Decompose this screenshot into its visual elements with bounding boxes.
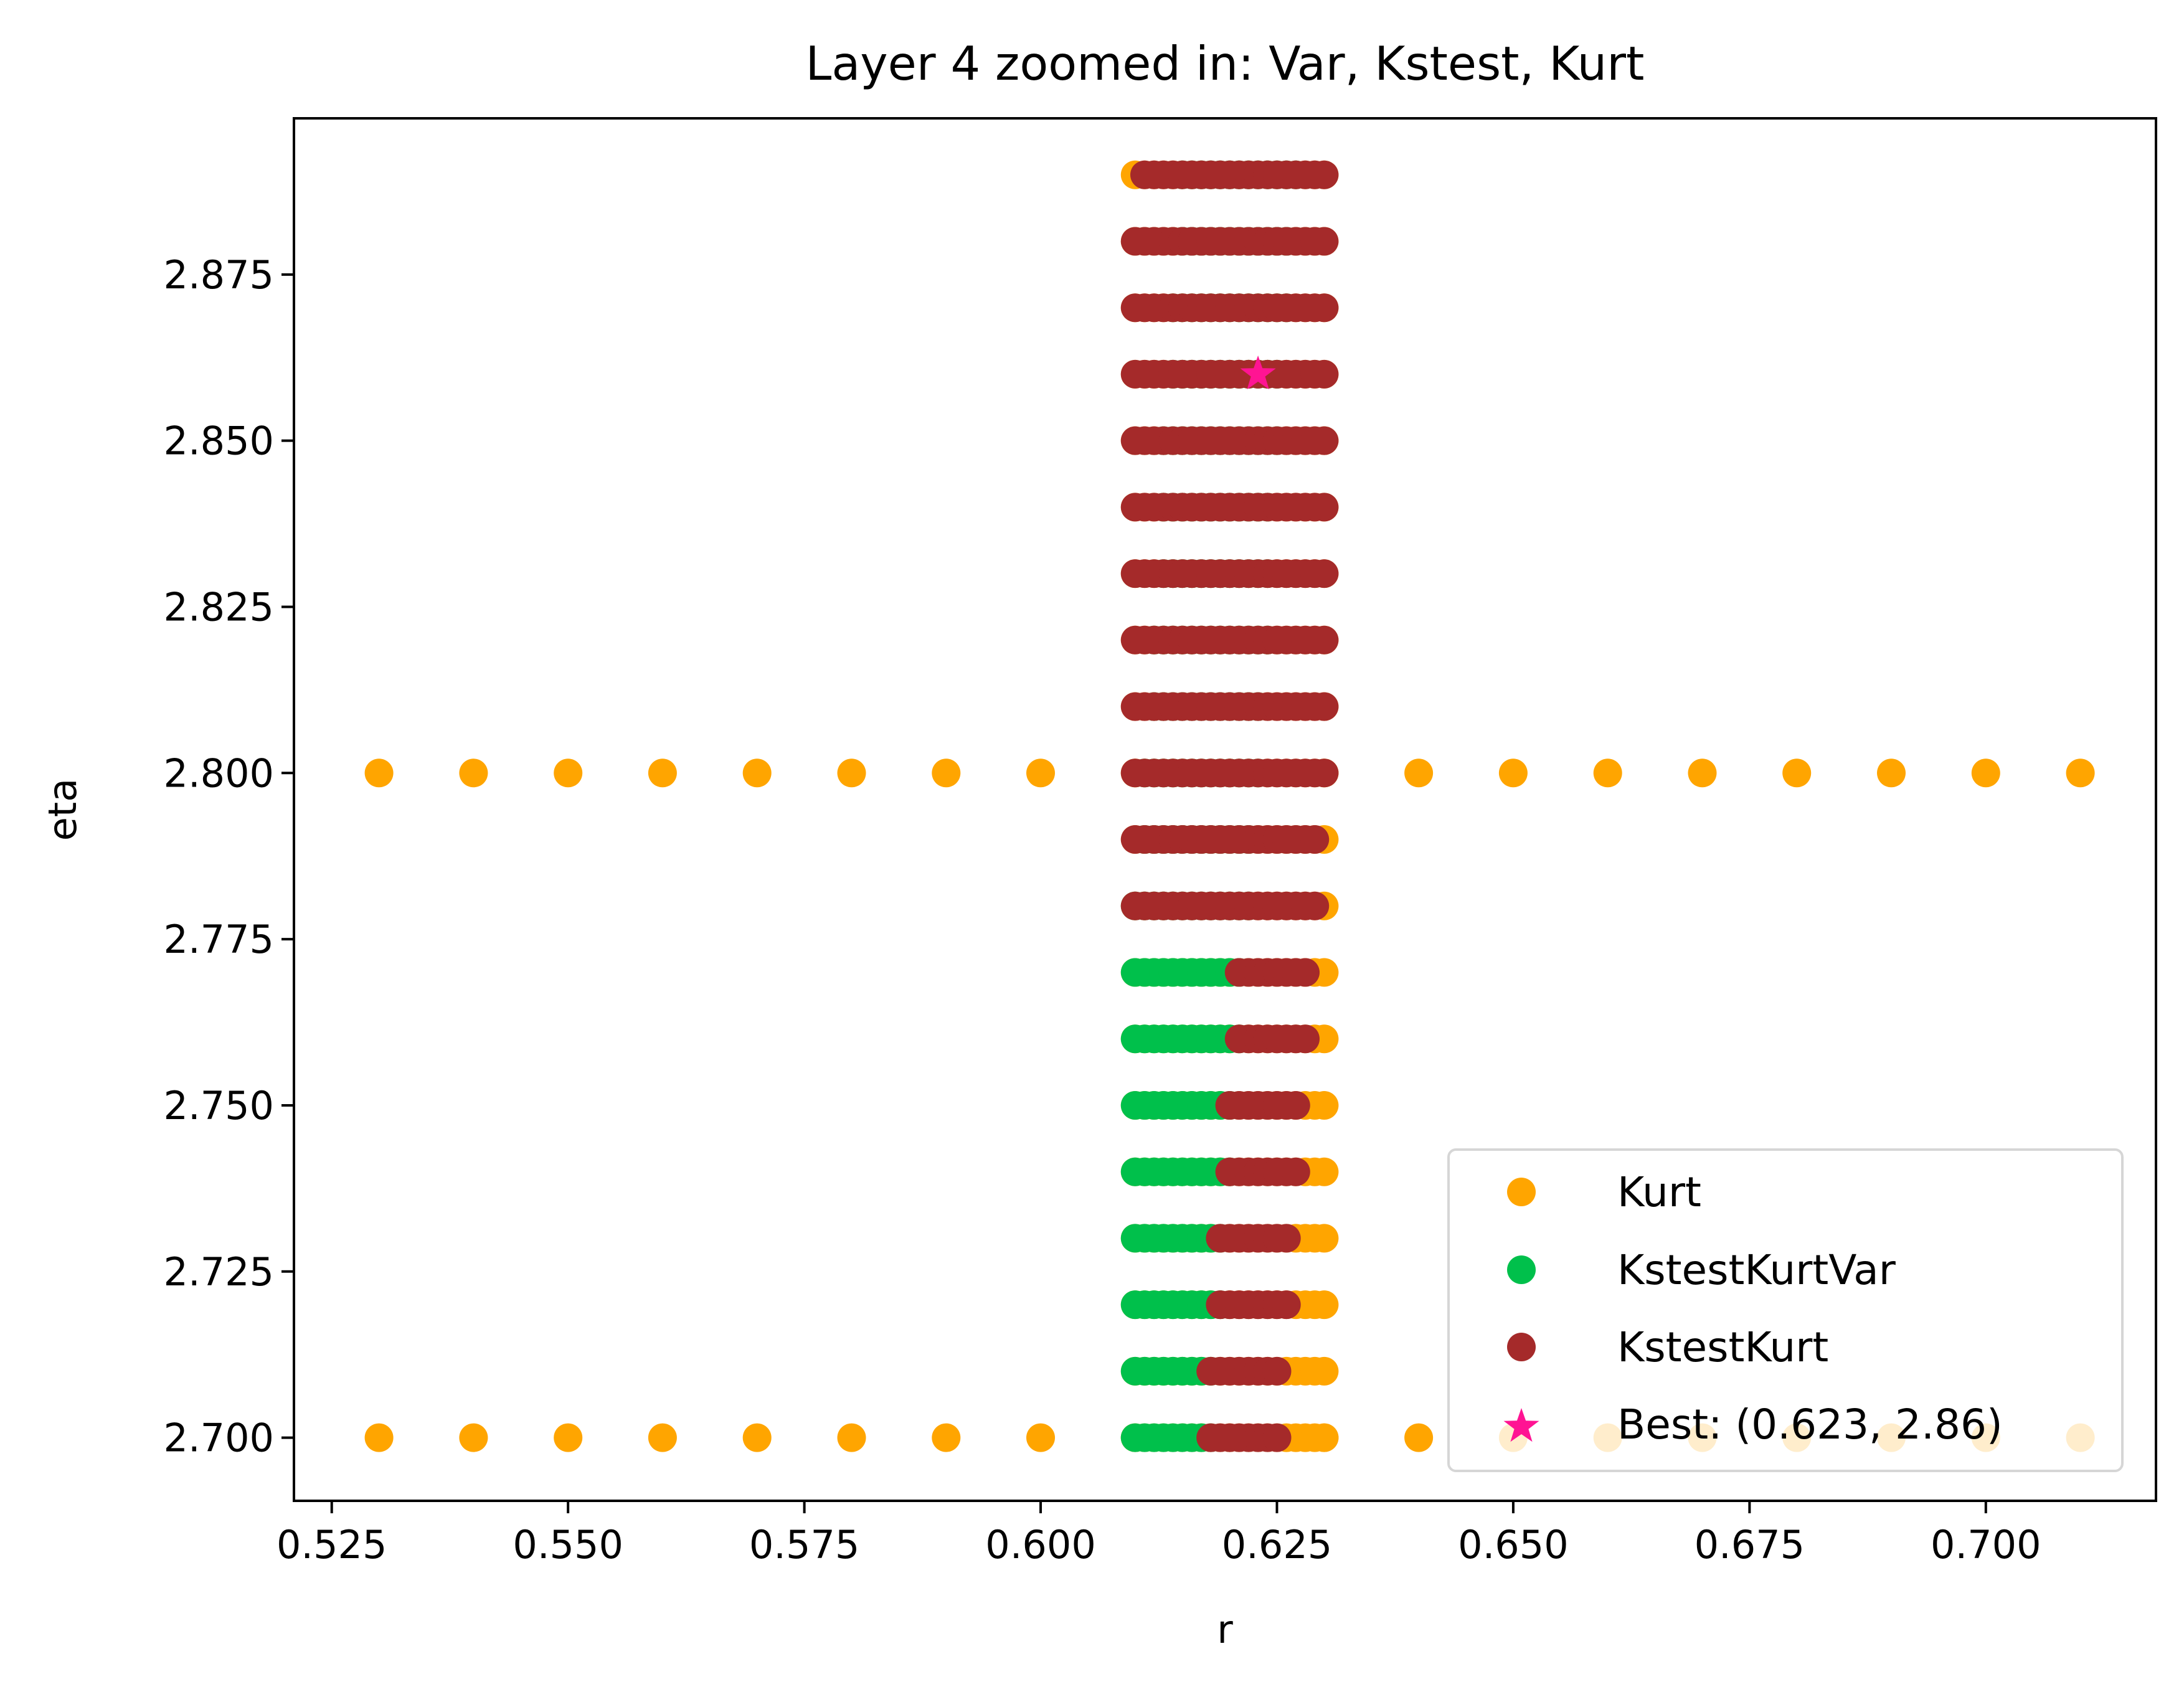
chart-title: Layer 4 zoomed in: Var, Kstest, Kurt <box>806 36 1645 91</box>
point-kstestkurt <box>1300 892 1329 920</box>
point-kstestkurt <box>1310 559 1338 588</box>
point-kurt <box>648 759 677 787</box>
point-kurt <box>1310 1224 1338 1252</box>
point-kurt <box>1310 1357 1338 1386</box>
point-kstestkurt <box>1282 1158 1310 1186</box>
point-kurt <box>1310 1424 1338 1452</box>
x-tick-label: 0.625 <box>1222 1522 1333 1567</box>
point-kurt <box>1782 759 1811 787</box>
legend-label-kstestkurt: KstestKurt <box>1617 1323 1828 1371</box>
point-kstestkurt <box>1272 1224 1301 1252</box>
point-kurt <box>365 1424 394 1452</box>
y-axis-label: eta <box>40 778 85 841</box>
y-tick-label: 2.850 <box>164 418 275 464</box>
x-tick-label: 0.675 <box>1695 1522 1805 1567</box>
point-kurt <box>648 1424 677 1452</box>
point-kurt <box>554 759 582 787</box>
point-kstestkurt <box>1310 293 1338 322</box>
point-kurt <box>459 1424 488 1452</box>
x-axis-label: r <box>1217 1607 1233 1652</box>
x-tick-label: 0.700 <box>1931 1522 2041 1567</box>
point-kstestkurt <box>1282 1091 1310 1120</box>
x-tick-label: 0.575 <box>749 1522 860 1567</box>
point-kstestkurt <box>1310 626 1338 655</box>
point-kurt <box>1026 759 1055 787</box>
point-kurt <box>1310 1091 1338 1120</box>
point-kurt <box>1026 1424 1055 1452</box>
point-kurt <box>743 1424 772 1452</box>
point-kurt <box>1972 759 2000 787</box>
point-kurt <box>1688 759 1717 787</box>
point-kstestkurt <box>1272 1290 1301 1319</box>
legend-label-kstestkurtvar: KstestKurtVar <box>1617 1246 1896 1294</box>
point-kurt <box>932 1424 960 1452</box>
point-kurt <box>554 1424 582 1452</box>
point-kstestkurt <box>1310 161 1338 189</box>
point-kstestkurt <box>1291 1024 1320 1053</box>
point-kstestkurt <box>1310 692 1338 721</box>
x-tick-label: 0.550 <box>513 1522 623 1567</box>
point-kstestkurt <box>1310 360 1338 389</box>
point-kstestkurt <box>1310 427 1338 455</box>
point-kstestkurt <box>1310 493 1338 521</box>
point-kstestkurt <box>1263 1424 1292 1452</box>
point-kstestkurt <box>1310 759 1338 787</box>
x-tick-label: 0.600 <box>985 1522 1096 1567</box>
legend-label-kurt: Kurt <box>1617 1168 1701 1216</box>
point-kurt <box>743 759 772 787</box>
y-tick-label: 2.800 <box>164 750 275 796</box>
point-kurt <box>1404 1424 1433 1452</box>
point-kurt <box>932 759 960 787</box>
y-tick-label: 2.700 <box>164 1416 275 1461</box>
point-kurt <box>365 759 394 787</box>
point-kstestkurt <box>1310 227 1338 256</box>
legend-marker-kstestkurtvar <box>1507 1255 1536 1284</box>
point-kurt <box>1404 759 1433 787</box>
point-kurt <box>1499 759 1528 787</box>
legend: Kurt KstestKurtVar KstestKurt Best: (0.6… <box>1449 1150 2122 1471</box>
legend-label-best: Best: (0.623, 2.86) <box>1617 1401 2003 1449</box>
y-tick-label: 2.750 <box>164 1083 275 1128</box>
point-kurt <box>459 759 488 787</box>
point-kurt <box>838 1424 866 1452</box>
y-tick-label: 2.875 <box>164 252 275 298</box>
y-tick-label: 2.725 <box>164 1249 275 1295</box>
point-kurt <box>2066 759 2095 787</box>
point-kurt <box>1594 759 1622 787</box>
point-kurt <box>1310 1158 1338 1186</box>
x-tick-label: 0.650 <box>1458 1522 1569 1567</box>
point-kstestkurt <box>1263 1357 1292 1386</box>
y-tick-label: 2.775 <box>164 917 275 962</box>
point-kurt <box>1310 1290 1338 1319</box>
legend-marker-kstestkurt <box>1507 1333 1536 1361</box>
point-kurt <box>1877 759 1906 787</box>
point-kstestkurt <box>1300 825 1329 854</box>
y-tick-label: 2.825 <box>164 584 275 630</box>
legend-marker-kurt <box>1507 1178 1536 1206</box>
point-kstestkurt <box>1291 958 1320 987</box>
point-kurt <box>838 759 866 787</box>
x-tick-label: 0.525 <box>277 1522 387 1567</box>
